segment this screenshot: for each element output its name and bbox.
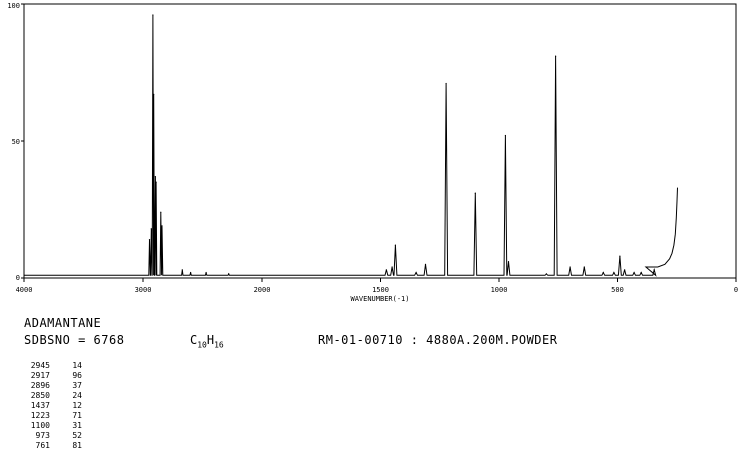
x-tick-label: 4000 [16, 286, 33, 294]
peak-point [394, 244, 396, 246]
peak-wavenumber: 1100 [30, 421, 50, 430]
peak-point [619, 255, 621, 257]
x-tick-label: 0 [734, 286, 738, 294]
peak-transmittance: 52 [72, 431, 82, 440]
peak-point [190, 271, 192, 274]
peak-point [150, 228, 152, 230]
peak-wavenumber: 1223 [30, 411, 50, 420]
x-tick-label: 3000 [135, 286, 152, 294]
molecular-formula: C10H16 [190, 333, 224, 349]
y-tick-label: 0 [16, 274, 20, 282]
peak-transmittance: 81 [72, 441, 82, 450]
peak-point [160, 211, 162, 213]
peak-point [148, 239, 151, 241]
peak-point [181, 269, 183, 271]
sdbs-number: SDBSNO = 6768 [24, 333, 125, 347]
plot-frame [23, 3, 737, 279]
peak-point [385, 269, 387, 271]
peak-point [504, 134, 506, 137]
peak-point [507, 261, 510, 263]
peak-wavenumber: 1437 [30, 401, 50, 410]
measurement-info: RM-01-00710 : 4880A.200M.POWDER [318, 333, 558, 347]
peak-table-row: 2917 96 [24, 371, 82, 381]
y-tick-label: 100 [7, 2, 20, 10]
peak-table-row: 2945 14 [24, 361, 82, 371]
x-axis: 4000 3000 2000 1500 1000 500 0 [16, 278, 738, 294]
x-tick-label: 1500 [372, 286, 389, 294]
peak-table-row: 2896 37 [24, 381, 82, 391]
peak-table-row: 1437 12 [24, 401, 82, 411]
peak-point [640, 271, 642, 274]
peak-point [415, 271, 417, 274]
formula-carbon: C [190, 333, 198, 347]
peak-point [474, 192, 476, 194]
peak-point [633, 271, 635, 274]
peak-transmittance: 31 [72, 421, 82, 430]
peak-wavenumber: 973 [35, 431, 50, 440]
peak-point [602, 271, 604, 274]
peak-point [391, 266, 393, 268]
peak-point [583, 266, 585, 268]
spectrum-line [24, 14, 678, 277]
peak-transmittance: 12 [72, 401, 82, 410]
formula-hydrogen-count: 16 [214, 340, 224, 350]
peak-point [155, 181, 157, 183]
y-axis: 100 50 0 [7, 2, 24, 282]
peak-table-row: 1223 71 [24, 411, 82, 421]
peak-point [555, 55, 557, 57]
peak-transmittance: 24 [72, 391, 82, 400]
peak-table-row: 973 52 [24, 431, 82, 441]
compound-name: ADAMANTANE [24, 316, 102, 330]
peak-transmittance: 14 [72, 361, 82, 370]
peak-point [653, 269, 655, 271]
peak-wavenumber: 2896 [30, 381, 50, 390]
peak-point [161, 225, 163, 227]
peak-wavenumber: 761 [35, 441, 50, 450]
peak-point [624, 269, 626, 271]
x-tick-label: 2000 [254, 286, 271, 294]
peak-transmittance: 96 [72, 371, 82, 380]
peak-point [154, 176, 156, 178]
formula-hydrogen: H [206, 333, 215, 347]
peak-table-row: 1100 31 [24, 421, 82, 431]
peak-point [228, 273, 230, 275]
peak-table-row: 2850 24 [24, 391, 82, 401]
x-axis-label: WAVENUMBER(-1) [350, 295, 409, 303]
peak-wavenumber: 2945 [30, 361, 50, 370]
x-tick-label: 1000 [491, 286, 508, 294]
x-tick-label: 500 [611, 286, 624, 294]
peak-point [205, 271, 207, 274]
peak-point [153, 93, 155, 95]
peak-point [569, 266, 571, 268]
y-tick-label: 50 [12, 138, 20, 146]
peak-table-row: 761 81 [24, 441, 82, 451]
peak-wavenumber: 2917 [30, 371, 50, 380]
peak-point [445, 82, 447, 85]
peak-point [545, 273, 548, 275]
formula-carbon-count: 10 [197, 340, 207, 350]
peak-wavenumber: 2850 [30, 391, 50, 400]
peak-marks [148, 14, 655, 275]
peak-point [424, 263, 427, 265]
peak-table: 2945 14 2917 96 2896 37 2850 24 1437 12 1223 71 1100… [24, 361, 82, 451]
peak-point [613, 271, 615, 274]
peak-point [152, 14, 154, 16]
peak-transmittance: 71 [72, 411, 82, 420]
peak-transmittance: 37 [72, 381, 82, 390]
